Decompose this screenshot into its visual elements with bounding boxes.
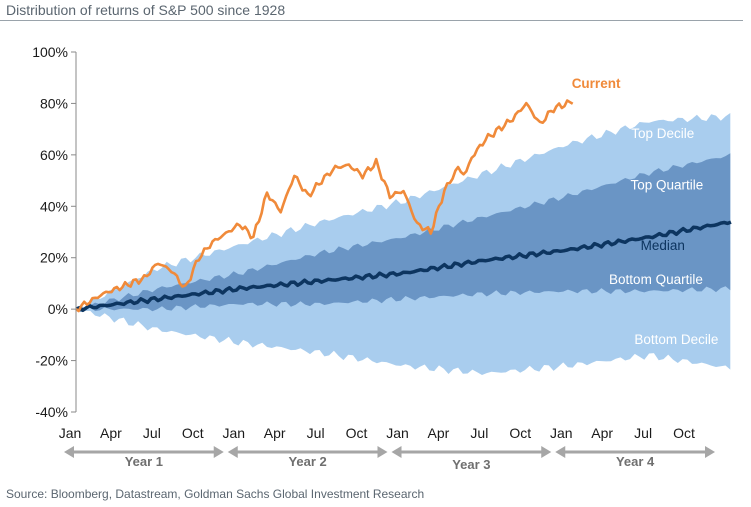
year-arrow-left-head <box>64 446 74 458</box>
year-arrow-right-head <box>213 446 224 458</box>
year-arrows: Year 1 Year 2 Year 3 Year 4 <box>64 446 715 472</box>
series-lines <box>75 99 732 313</box>
y-tick-label: 20% <box>40 250 68 266</box>
chart-title: Distribution of returns of S&P 500 since… <box>6 2 286 18</box>
x-tick-label: Oct <box>182 425 204 441</box>
x-tick-label: Oct <box>673 425 695 441</box>
series-label: Median <box>641 238 685 253</box>
y-tick-label: 0% <box>48 301 68 317</box>
series-label: Bottom Quartile <box>609 272 703 287</box>
x-tick-label: Jan <box>550 425 573 441</box>
x-tick-label: Apr <box>264 425 286 441</box>
year-label: Year 3 <box>452 457 490 472</box>
x-tick-label: Jan <box>222 425 245 441</box>
x-tick-label: Oct <box>509 425 531 441</box>
year-arrow-left-head <box>391 446 402 458</box>
y-tick-label: 80% <box>40 95 68 111</box>
quartile-band <box>76 153 731 313</box>
series-label: Bottom Decile <box>634 332 718 347</box>
current-line <box>75 99 574 313</box>
x-tick-label: Jul <box>634 425 652 441</box>
x-tick-label: Apr <box>591 425 613 441</box>
y-tick-label: -20% <box>35 353 68 369</box>
year-label: Year 2 <box>288 454 326 469</box>
x-tick-label: Oct <box>346 425 368 441</box>
series-label: Top Quartile <box>630 178 703 193</box>
x-tick-label: Jan <box>386 425 409 441</box>
source-note: Source: Bloomberg, Datastream, Goldman S… <box>6 487 425 501</box>
year-arrow-left-head <box>227 446 238 458</box>
title-divider <box>0 20 743 21</box>
year-arrow-right-head <box>705 446 715 458</box>
year-label: Year 1 <box>125 454 163 469</box>
year-arrow-right-head <box>377 446 388 458</box>
x-tick-label: Apr <box>100 425 122 441</box>
x-axis: Jan Apr Jul Oct Jan Apr Jul Oct Jan Apr Jul Oct Jan A… <box>59 425 695 441</box>
year-arrow-right-head <box>541 446 552 458</box>
x-tick-label: Jan <box>59 425 82 441</box>
median-line <box>75 220 732 313</box>
y-tick-label: 60% <box>40 147 68 163</box>
y-tick-label: 100% <box>32 44 68 60</box>
x-tick-label: Jul <box>307 425 325 441</box>
y-tick-label: 40% <box>40 198 68 214</box>
y-axis: 100% 80% 60% 40% 20% 0% -20% -40% <box>32 44 77 420</box>
year-label: Year 4 <box>616 454 655 469</box>
x-tick-label: Apr <box>428 425 450 441</box>
x-tick-label: Jul <box>470 425 488 441</box>
distribution-bands <box>76 113 731 375</box>
x-tick-label: Jul <box>143 425 161 441</box>
y-tick-label: -40% <box>35 404 68 420</box>
series-labels: Current Top Decile Top Quartile Median Botto… <box>572 76 719 347</box>
year-arrow-left-head <box>555 446 566 458</box>
series-label: Top Decile <box>631 126 694 141</box>
series-label: Current <box>572 76 621 91</box>
